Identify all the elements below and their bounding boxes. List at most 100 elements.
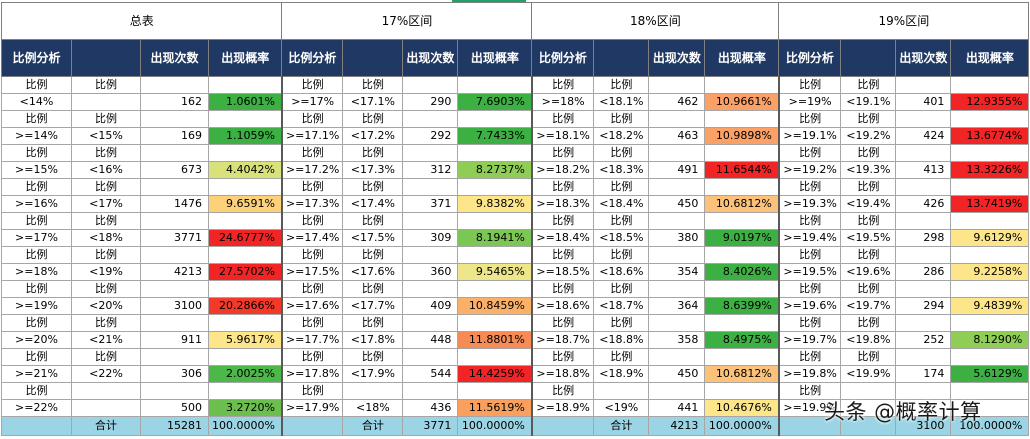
sub-label-cell: 比例 (840, 178, 897, 196)
cell-hi: <19.6% (840, 263, 897, 281)
cell-count: 462 (648, 93, 706, 111)
empty-cell (895, 178, 952, 196)
section-title: 18%区间 (531, 2, 780, 40)
cell-count: 448 (402, 331, 459, 349)
cell-count: 3100 (140, 297, 209, 315)
column-header: 出现概率 (704, 39, 780, 77)
empty-cell (648, 314, 706, 332)
sub-label-cell: 比例 (530, 246, 595, 264)
cell-count: 174 (895, 365, 952, 383)
cell-hi: <17.7% (342, 297, 404, 315)
cell-count: 413 (895, 161, 952, 179)
cell-prob: 9.6129% (950, 229, 1030, 247)
table-row: >=18% <19% 4213 27.5702% >=17.5% <17.6% 360 9.5… (1, 263, 1030, 281)
total-cell: 100.0000% (704, 416, 780, 436)
empty-cell (950, 144, 1030, 162)
empty-cell (895, 314, 952, 332)
cell-hi: <19.2% (840, 127, 897, 145)
cell-count: 491 (648, 161, 706, 179)
sub-label-cell: 比例 (280, 314, 344, 332)
header-row: 比例分析 出现次数 出现概率 比例分析 出现次数 出现概率 比例分析 出现次数 出现概率 比例分析… (1, 39, 1030, 77)
empty-cell (140, 144, 209, 162)
cell-prob: 8.6399% (704, 297, 780, 315)
empty-cell (704, 382, 780, 400)
cell-prob: 1.0601% (207, 93, 283, 111)
cell-lo: >=18.3% (530, 195, 595, 213)
empty-cell (950, 110, 1030, 128)
cell-prob: 7.7433% (457, 127, 533, 145)
empty-cell (207, 212, 283, 230)
sub-label-cell: 比例 (280, 280, 344, 298)
sub-label-cell: 比例 (840, 348, 897, 366)
sub-label-cell: 比例 (530, 76, 595, 94)
cell-count: 380 (648, 229, 706, 247)
cell-prob: 9.8382% (457, 195, 533, 213)
sub-label-cell: 比例 (280, 348, 344, 366)
sub-label-cell: 比例 (777, 280, 842, 298)
cell-prob: 8.1290% (950, 331, 1030, 349)
sub-label-row: 比例 比例 比例 比例 比例 比例 比例 比例 (1, 314, 1030, 332)
sub-label-cell: 比例 (280, 212, 344, 230)
cell-lo: >=14% (1, 127, 72, 145)
empty-cell (704, 212, 780, 230)
cell-hi: <17.2% (342, 127, 404, 145)
sub-label-cell: 比例 (593, 212, 650, 230)
total-cell: 合计 (593, 416, 650, 436)
empty-cell (457, 212, 533, 230)
sub-label-cell: 比例 (593, 246, 650, 264)
sub-label-cell: 比例 (777, 76, 842, 94)
empty-cell (140, 110, 209, 128)
sub-label-cell: 比例 (342, 246, 404, 264)
table-row: >=16% <17% 1476 9.6591% >=17.3% <17.4% 371 9.83… (1, 195, 1030, 213)
column-header: 出现次数 (402, 39, 459, 77)
sub-label-cell: 比例 (593, 348, 650, 366)
cell-count: 401 (895, 93, 952, 111)
sub-label-cell: 比例 (1, 382, 72, 400)
total-cell (777, 416, 842, 436)
empty-cell (457, 76, 533, 94)
sub-label-cell: 比例 (71, 110, 141, 128)
cell-lo: >=22% (1, 399, 72, 417)
cell-count: 306 (140, 365, 209, 383)
empty-cell (207, 178, 283, 196)
cell-lo: >=18.9% (530, 399, 595, 417)
column-header: 出现次数 (140, 39, 209, 77)
empty-cell (402, 280, 459, 298)
empty-cell (402, 314, 459, 332)
empty-cell (895, 212, 952, 230)
sub-label-cell: 比例 (1, 348, 72, 366)
empty-cell (402, 212, 459, 230)
cell-prob: 10.9898% (704, 127, 780, 145)
cell-lo: >=16% (1, 195, 72, 213)
sub-label-cell: 比例 (840, 280, 897, 298)
cell-lo: >=18% (530, 93, 595, 111)
cell-lo: >=18.8% (530, 365, 595, 383)
cell-lo: >=18.5% (530, 263, 595, 281)
cell-hi: <17.3% (342, 161, 404, 179)
cell-lo: >=19.7% (777, 331, 842, 349)
cell-prob: 12.9355% (950, 93, 1030, 111)
cell-count: 450 (648, 365, 706, 383)
cell-hi: <17.6% (342, 263, 404, 281)
empty-cell (457, 178, 533, 196)
cell-prob: 3.2720% (207, 399, 283, 417)
cell-hi: <19.3% (840, 161, 897, 179)
cell-count: 169 (140, 127, 209, 145)
cell-lo: >=17.4% (280, 229, 344, 247)
cell-lo: >=18% (1, 263, 72, 281)
cell-hi: <19.9% (840, 365, 897, 383)
cell-hi: <18.7% (593, 297, 650, 315)
empty-cell (457, 382, 533, 400)
cell-prob: 5.6129% (950, 365, 1030, 383)
cell-prob: 10.4676% (704, 399, 780, 417)
cell-lo: >=19.2% (777, 161, 842, 179)
cell-hi: <19.5% (840, 229, 897, 247)
cell-hi: <22% (71, 365, 141, 383)
cell-count: 4213 (140, 263, 209, 281)
cell-prob: 9.6591% (207, 195, 283, 213)
total-cell: 3771 (402, 416, 459, 436)
sub-label-cell: 比例 (530, 314, 595, 332)
cell-count: 463 (648, 127, 706, 145)
cell-prob: 9.4839% (950, 297, 1030, 315)
column-header: 出现概率 (457, 39, 533, 77)
